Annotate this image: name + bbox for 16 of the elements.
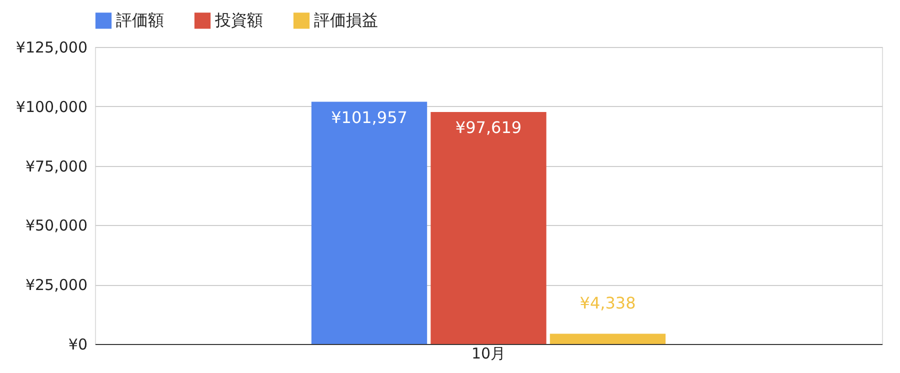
y-tick-label: ¥100,000: [16, 98, 88, 116]
x-tick-label: 10月: [471, 344, 506, 362]
bar: [430, 112, 546, 344]
bar: [550, 334, 666, 344]
bar: [311, 102, 428, 344]
y-tick-label: ¥75,000: [25, 157, 88, 176]
y-tick-label: ¥125,000: [16, 38, 88, 56]
data-label: ¥97,619: [455, 118, 522, 138]
legend-label: 投資額: [214, 10, 263, 30]
y-tick-label: ¥25,000: [25, 276, 88, 294]
y-tick-label: ¥0: [68, 336, 88, 354]
data-label: ¥4,338: [580, 294, 636, 313]
legend-label: 評価損益: [314, 10, 378, 30]
y-tick-label: ¥50,000: [25, 216, 88, 235]
legend-label: 評価額: [116, 10, 164, 30]
data-label: ¥101,957: [331, 108, 408, 127]
